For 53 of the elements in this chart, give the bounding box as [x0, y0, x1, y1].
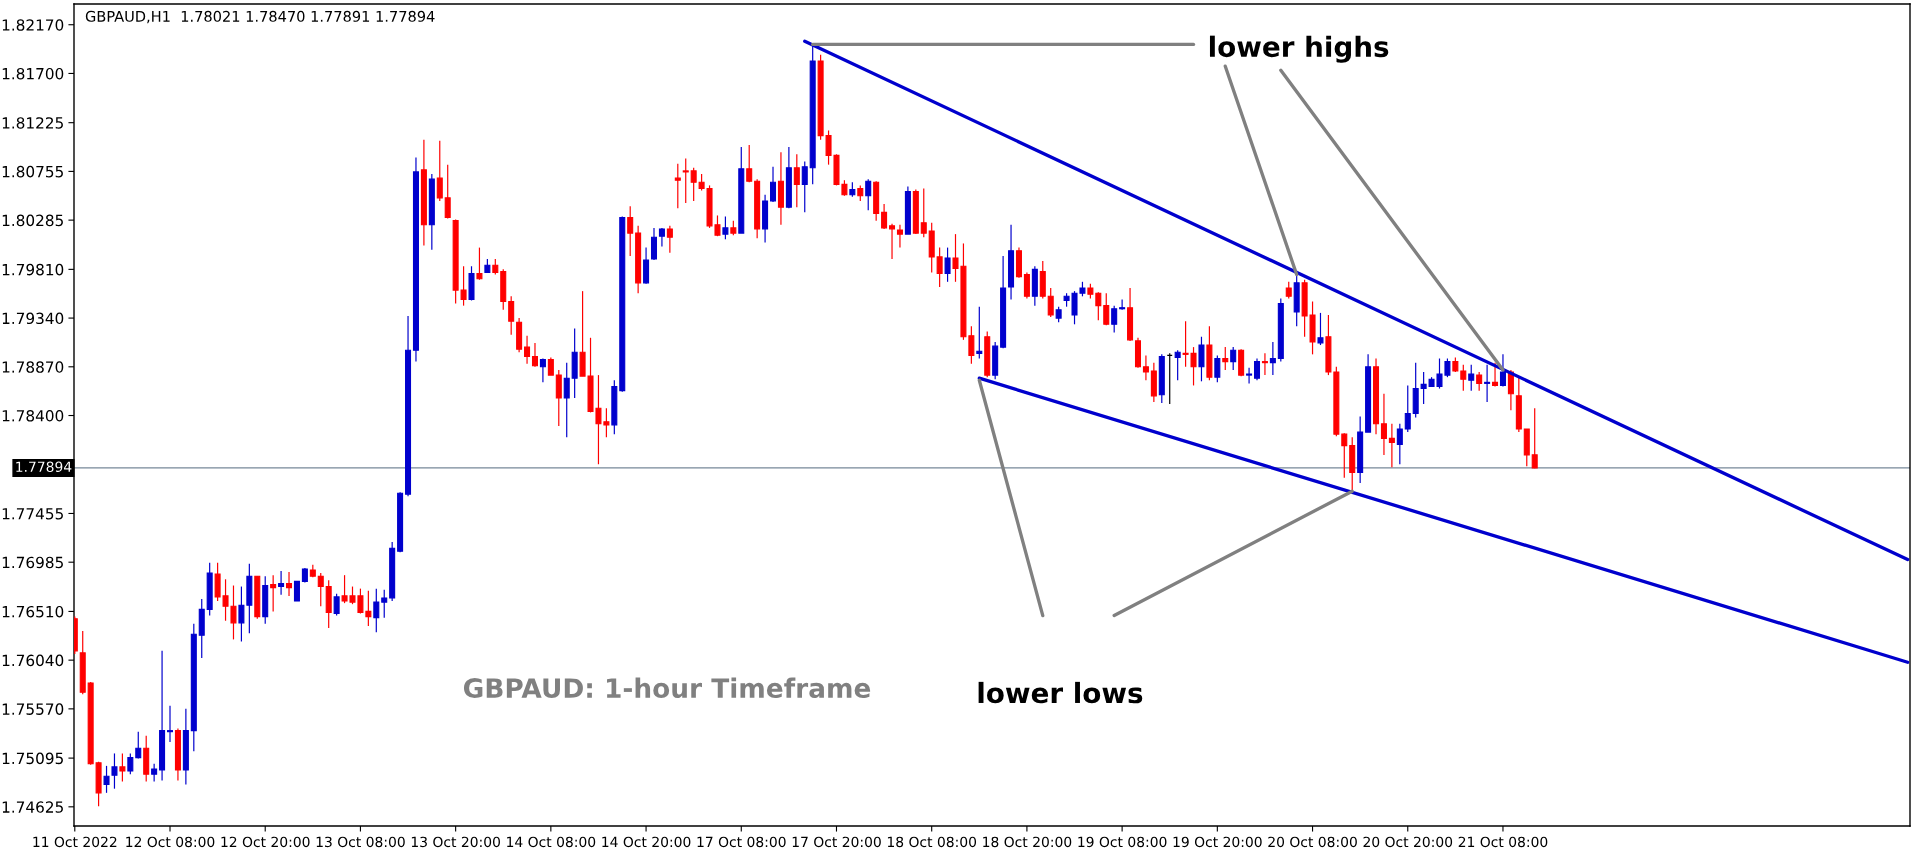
candlestick [1142, 355, 1149, 381]
ref-line-label: 1.77894 [16, 461, 72, 472]
candlestick [286, 572, 293, 596]
x-tick-label: 18 Oct 08:00 [887, 836, 977, 848]
y-tick-label: 1.81225 [2, 117, 63, 129]
x-tick-label: 20 Oct 08:00 [1268, 836, 1357, 848]
text: GBPAUD: 1-hour Timeframe [463, 677, 871, 699]
candlestick [1246, 367, 1253, 384]
y-tick-label: 1.74625 [2, 801, 63, 813]
x-tick-label: 12 Oct 08:00 [126, 836, 215, 848]
y-tick-label: 1.80755 [2, 165, 63, 178]
x-tick-label: 17 Oct 20:00 [792, 836, 881, 848]
x-tick-label: 11 Oct 2022 [33, 836, 117, 848]
candlestick [1492, 362, 1499, 387]
x-tick-label: 12 Oct 20:00 [221, 836, 310, 848]
y-tick-label: 1.75095 [2, 752, 63, 765]
candlestick [777, 152, 784, 225]
y-tick-label: 1.81700 [2, 67, 64, 80]
y-tick-label: 1.76985 [2, 556, 63, 569]
candlestick [896, 224, 903, 248]
y-tick-label: 1.76510 [2, 605, 64, 618]
x-tick-label: 13 Oct 20:00 [411, 836, 500, 848]
candlestick [889, 223, 896, 259]
candlestick [159, 650, 166, 781]
y-tick-label: 1.79810 [2, 263, 64, 276]
y-tick-label: 1.75570 [2, 703, 64, 715]
x-tick-label: 20 Oct 20:00 [1363, 836, 1453, 848]
candlestick [524, 335, 531, 364]
candlestick [658, 227, 665, 247]
x-tick-label: 19 Oct 20:00 [1173, 836, 1262, 848]
candlestick [278, 571, 285, 595]
candlestick [1261, 353, 1268, 376]
x-tick-label: 18 Oct 20:00 [983, 836, 1072, 848]
chart-subtitle: GBPAUD,H1 1.78021 1.78470 1.77891 1.77894 [85, 10, 435, 24]
y-tick-label: 1.78870 [2, 361, 64, 373]
y-tick-label: 1.82170 [2, 19, 64, 31]
candlestick [166, 705, 174, 743]
y-tick-label: 1.80285 [2, 214, 63, 227]
x-tick-label: 14 Oct 20:00 [602, 836, 691, 848]
annotation: lower highs [1209, 35, 1389, 63]
candlestick [1380, 393, 1387, 455]
y-tick-label: 1.79340 [2, 312, 64, 325]
x-tick-label: 17 Oct 08:00 [697, 836, 786, 848]
candlestick [539, 358, 546, 383]
x-tick-label: 14 Oct 08:00 [507, 836, 596, 848]
x-tick-label: 19 Oct 08:00 [1078, 836, 1167, 848]
candlestick [531, 342, 538, 367]
y-tick-label: 1.78400 [2, 409, 64, 422]
x-tick-label: 21 Oct 08:00 [1458, 836, 1548, 848]
annotation: lower lows [978, 681, 1143, 704]
x-tick-label: 13 Oct 08:00 [316, 836, 405, 848]
y-tick-label: 1.77455 [2, 508, 63, 520]
y-tick-label: 1.76040 [2, 654, 64, 667]
